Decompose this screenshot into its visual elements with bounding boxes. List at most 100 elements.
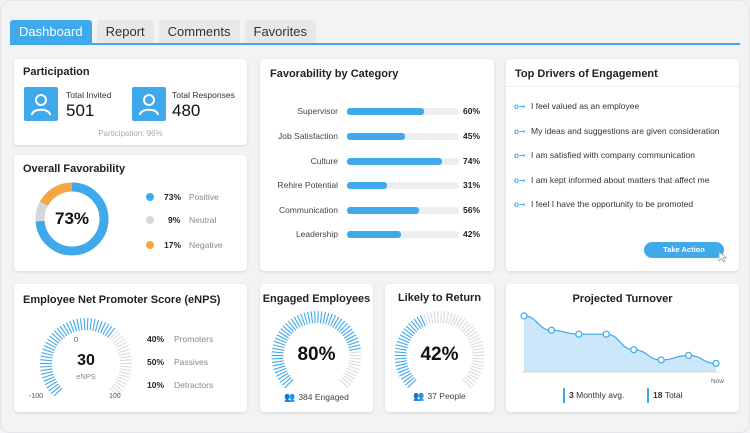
donut-segment-negative [35,182,109,256]
gauge-tick [472,351,485,354]
tab-comments[interactable]: Comments [158,20,240,44]
gauge-tick [99,322,107,334]
engaged-footer-row: 👥 384 Engaged [260,392,373,403]
likely-card: Likely to Return 42% 👥 37 People [385,284,494,412]
gauge-tick [348,347,361,351]
gauge-tick [403,328,414,337]
gauge-tick [79,318,83,331]
gauge-tick [396,365,409,371]
negative-label: Negative [189,240,223,250]
gauge-tick [109,387,119,396]
gauge-tick [106,327,116,338]
tab-favorites[interactable]: Favorites [244,20,316,44]
gauge-tick [416,316,424,328]
gauge-tick [119,355,132,359]
gauge-tick [336,320,346,331]
promoters-label: Promoters [174,334,214,344]
positive-dot [146,193,154,201]
gauge-tick [110,332,121,342]
driver-item: o⊸ I feel I have the opportunity to be pr… [514,199,693,209]
gauge-tick [92,318,96,331]
gauge-tick [346,337,358,344]
category-label: Supervisor [297,106,338,116]
gauge-tick [433,311,437,324]
gauge-tick [40,359,53,362]
gauge-tick [273,340,286,346]
enps-min-label: -100 [29,393,44,400]
gauge-tick [76,318,80,331]
gauge-tick [330,315,337,327]
gauge-tick [108,330,119,340]
turnover-point [547,326,556,334]
gauge-tick [468,334,480,341]
participation-footer: Participation: 96% [98,129,163,138]
driver-text: I feel valued as an employee [531,101,640,111]
turnover-point [630,346,638,354]
category-value: 31% [463,180,481,190]
people-icon: 👥 [413,391,425,401]
total-marker [647,388,649,403]
gauge-tick [97,320,103,333]
gauge-tick [114,338,125,347]
enps-title: Employee Net Promoter Score (eNPS) [23,294,221,306]
people-icon: 👥 [284,392,296,402]
category-value: 60% [463,106,481,116]
drivers-title: Top Drivers of Engagement [515,68,658,80]
turnover-chart [520,312,720,373]
gauge-tick [41,351,54,357]
gauge-tick [395,344,408,349]
gauge-tick [466,331,478,339]
gauge-tick [423,313,429,326]
gauge-tick [296,315,303,327]
gauge-tick [41,371,53,375]
gauge-tick [345,370,357,377]
monthly-label: Monthly avg. [576,390,625,400]
gauge-tick [89,318,93,331]
gauge-tick [395,347,408,351]
gauge-tick [115,341,127,349]
favorability-title: Overall Favorability [23,163,126,175]
gauge-tick [46,381,58,389]
key-icon: o⊸ [514,101,526,111]
gauge-tick [410,320,420,331]
category-label: Culture [310,156,338,166]
gauge-tick [276,370,288,377]
gauge-tick [469,337,481,344]
enps-gauge [39,318,133,396]
tab-dashboard[interactable]: Dashboard [10,20,92,44]
gauge-tick [272,362,285,367]
positive-label: Positive [189,192,219,202]
promoters-value: 40% [147,334,165,344]
tab-report[interactable]: Report [96,20,154,44]
gauge-tick [450,313,456,326]
gauge-tick [334,318,343,330]
gauge-tick [401,331,413,339]
take-action-button[interactable]: Take Action [644,242,724,258]
gauge-tick [394,351,407,354]
participation-title: Participation [23,66,90,78]
turnover-area [524,315,716,372]
gauge-tick [303,312,308,325]
gauge-tick [468,370,480,377]
driver-text: My ideas and suggestions are given consi… [531,126,720,136]
gauge-tick [119,359,132,362]
donut-segment-neutral [35,182,109,256]
gauge-tick [395,362,408,367]
gauge-tick [42,348,55,354]
user-icon [139,94,159,116]
gauge-tick [276,334,288,341]
category-bar [347,231,401,238]
gauge-tick [45,341,57,349]
gauge-tick [290,318,299,330]
gauge-tick [40,368,53,372]
total-value: 18 [653,390,663,400]
gauge-tick [72,319,78,332]
gauge-tick [293,316,301,328]
category-label: Communication [278,205,338,215]
gauge-tick [459,320,469,331]
gauge-tick [53,387,63,396]
gauge-tick [413,318,422,330]
gauge-tick [111,385,122,395]
gauge-tick [65,322,73,334]
